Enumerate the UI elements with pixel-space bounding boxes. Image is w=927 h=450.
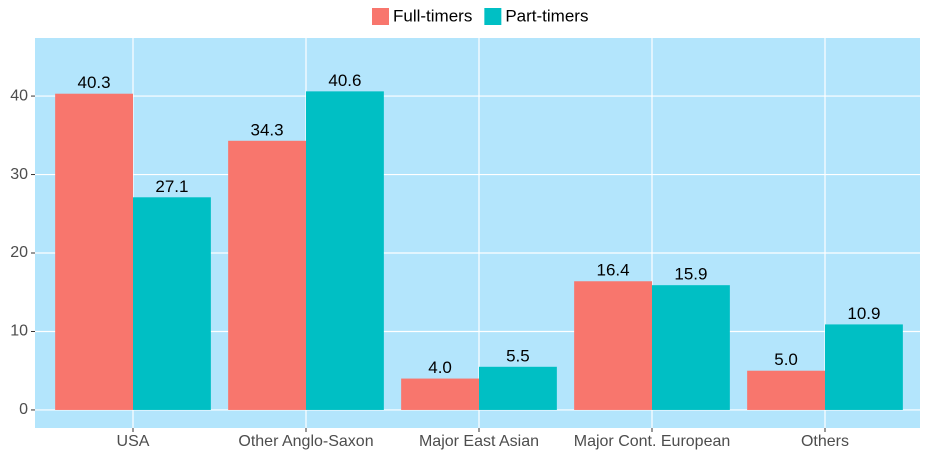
value-label: 5.5 xyxy=(506,346,530,365)
x-tick-label: Major East Asian xyxy=(419,433,539,450)
value-label: 15.9 xyxy=(674,265,707,284)
legend-swatch xyxy=(484,8,502,25)
value-label: 10.9 xyxy=(847,304,880,323)
x-tick-label: Major Cont. European xyxy=(574,433,731,450)
bar xyxy=(306,91,384,410)
x-tick-label: Others xyxy=(801,433,849,450)
value-label: 40.3 xyxy=(78,73,111,92)
value-label: 5.0 xyxy=(774,350,798,369)
bar xyxy=(133,197,211,410)
bar xyxy=(747,370,825,410)
value-label: 40.6 xyxy=(328,71,361,90)
bar xyxy=(401,378,479,410)
legend-swatch xyxy=(372,8,389,25)
x-tick-label: Other Anglo-Saxon xyxy=(238,433,373,450)
legend-label: Full-timers xyxy=(393,6,472,25)
legend-label: Part-timers xyxy=(505,6,588,25)
value-label: 27.1 xyxy=(155,177,188,196)
value-label: 34.3 xyxy=(251,120,284,139)
y-tick-label: 30 xyxy=(10,166,28,183)
bar xyxy=(228,140,306,410)
y-tick-label: 20 xyxy=(10,244,28,261)
bar xyxy=(825,324,903,410)
y-tick-label: 40 xyxy=(10,87,28,104)
bar xyxy=(574,281,652,410)
bar xyxy=(55,93,133,410)
value-label: 4.0 xyxy=(428,358,452,377)
y-tick-label: 10 xyxy=(10,323,28,340)
bar xyxy=(479,366,557,410)
value-label: 16.4 xyxy=(597,261,630,280)
bar xyxy=(652,285,730,410)
y-tick-label: 0 xyxy=(19,401,28,418)
x-tick-label: USA xyxy=(117,433,150,450)
